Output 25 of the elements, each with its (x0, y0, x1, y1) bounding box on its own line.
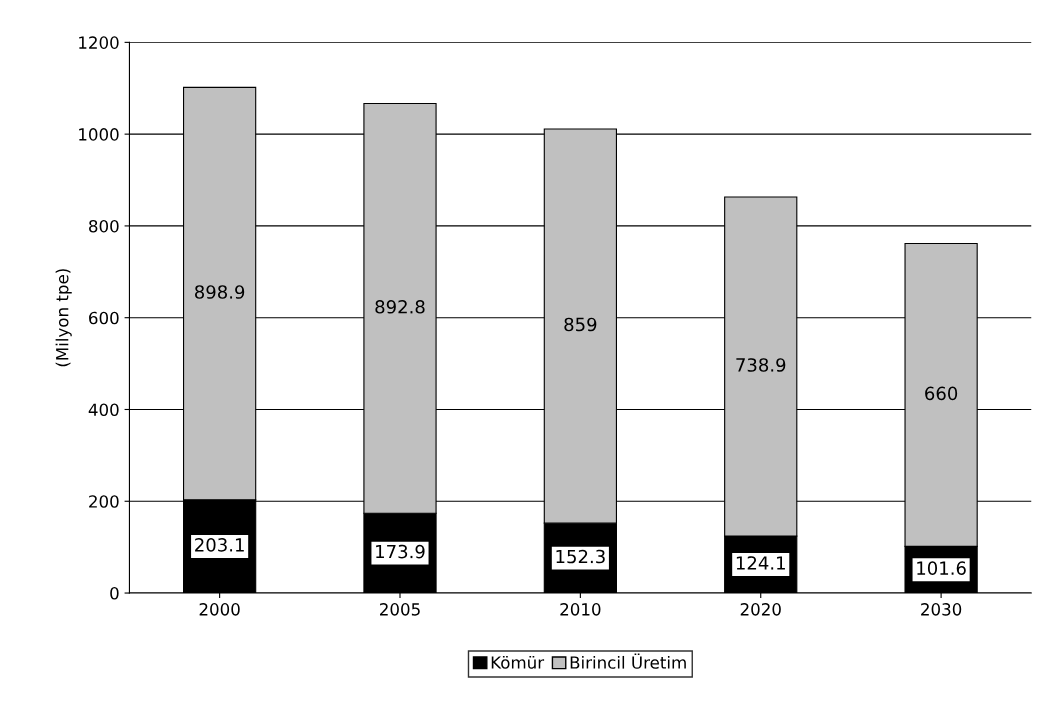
text: 898.9 (195, 285, 245, 299)
text: 660 (925, 386, 958, 401)
x-tick-label: 2005 (380, 603, 420, 616)
y-tick-label: 0 (110, 587, 119, 600)
text: 152.3 (556, 549, 605, 564)
text: 892.8 (375, 299, 425, 314)
y-tick-label: 400 (88, 403, 119, 417)
y-tick-label: 800 (89, 219, 119, 233)
x-tick-label: 2000 (199, 603, 240, 616)
y-tick-label: 1000 (79, 128, 119, 141)
x-tick-label: 2030 (921, 603, 962, 616)
x-tick-label: 2010 (560, 603, 601, 616)
text: 173.9 (376, 544, 425, 559)
x-tick-label: 2020 (740, 603, 781, 616)
text: 101.6 (917, 561, 966, 575)
text: 124.1 (736, 556, 785, 570)
legend-label: Kömür (491, 655, 545, 669)
text: 203.1 (195, 538, 244, 552)
y-axis-title: (Milyon tpe) (55, 269, 72, 367)
y-tick-label: 200 (89, 495, 119, 508)
legend-label: Birincil Üretim (570, 653, 686, 669)
text: 738.9 (736, 358, 786, 372)
y-tick-label: 1200 (79, 36, 119, 49)
y-tick-label: 600 (89, 311, 119, 325)
text: 859 (564, 317, 597, 332)
